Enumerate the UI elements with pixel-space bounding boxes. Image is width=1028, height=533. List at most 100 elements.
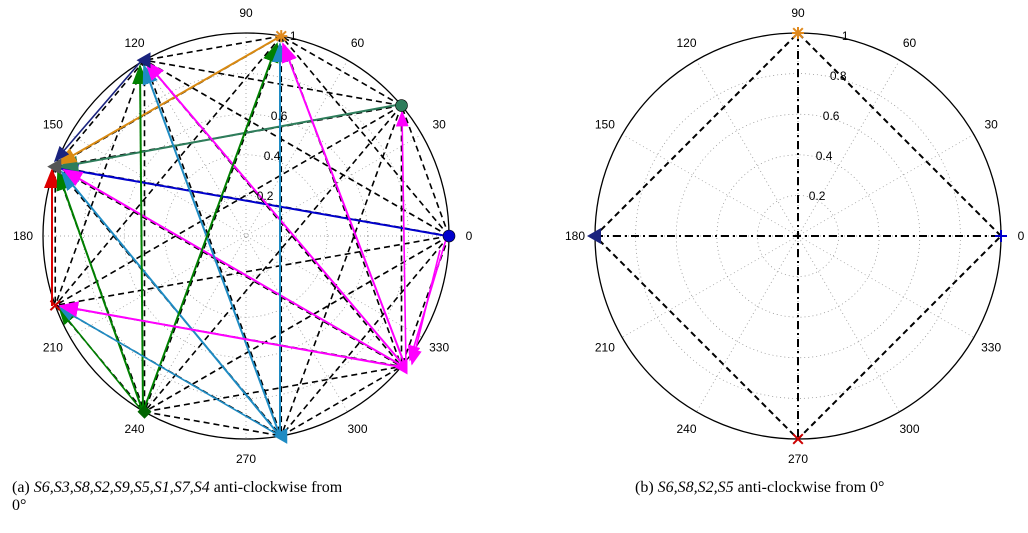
- angle-label: 240: [676, 422, 696, 436]
- dashed-edge: [54, 165, 402, 368]
- angle-label: 270: [788, 452, 808, 466]
- grid-ring: [757, 195, 839, 277]
- point-marker-s5: [47, 158, 62, 175]
- point-markers-a: [47, 30, 456, 444]
- angle-label: 90: [239, 6, 253, 20]
- dashed-edge: [54, 35, 282, 306]
- point-marker-s4: [136, 52, 151, 69]
- dashed-edge: [144, 411, 282, 437]
- point-marker-b-1: [792, 27, 804, 39]
- arrow-s7-s3: [142, 42, 279, 413]
- arrow-s3-s5: [56, 35, 282, 165]
- arrow-s7-s4: [132, 64, 149, 413]
- arrow-s8-s6: [58, 307, 281, 437]
- arrow-s1-s9b: [409, 249, 441, 366]
- grid-ring: [164, 154, 328, 318]
- angle-label: 330: [981, 341, 1001, 355]
- angle-label: 270: [236, 452, 256, 466]
- angle-label: 90: [791, 6, 805, 20]
- angle-label: 60: [351, 36, 365, 50]
- grid-ring: [716, 154, 880, 318]
- dashed-edge: [280, 235, 450, 437]
- dashed-edge: [280, 365, 402, 437]
- angle-label: 150: [43, 118, 63, 132]
- radius-label: 0.4: [264, 149, 281, 163]
- dashed-edge: [143, 104, 403, 413]
- point-markers-b: [587, 27, 1007, 445]
- radius-label: 0.8: [830, 69, 847, 83]
- radius-label: 1: [842, 29, 849, 43]
- dashed-edge: [144, 35, 282, 61]
- radius-label: 0.2: [257, 189, 274, 203]
- caption-b-list: S6,S8,S2,S5: [657, 479, 734, 496]
- radius-label: 0.4: [816, 149, 833, 163]
- caption-b-prefix: (b): [635, 479, 654, 496]
- angle-label: 0: [466, 229, 473, 243]
- angle-label: 120: [676, 36, 696, 50]
- angle-label: 120: [124, 36, 144, 50]
- caption-a-prefix: (a): [12, 479, 30, 496]
- point-marker-b-2: [587, 228, 601, 244]
- arrow-s8-s5: [60, 170, 281, 437]
- radius-label: 1: [290, 29, 297, 43]
- point-marker-s8: [273, 427, 288, 444]
- grid-ring: [205, 195, 287, 277]
- arrow-connections-a: [44, 35, 448, 437]
- angle-label: 180: [565, 229, 585, 243]
- arrow-s9-s6: [58, 301, 407, 369]
- dashed-edge: [143, 35, 283, 413]
- arrow-s9-s4: [144, 60, 407, 369]
- radius-label: 0.6: [823, 109, 840, 123]
- angle-label: 30: [984, 118, 998, 132]
- angle-label: 210: [595, 341, 615, 355]
- dashed-edge: [144, 235, 450, 413]
- angle-label: 210: [43, 341, 63, 355]
- angle-label: 30: [432, 118, 446, 132]
- arrow-s7-s6: [58, 308, 144, 413]
- dashed-edge: [280, 105, 403, 437]
- arrow-s4-s5: [53, 59, 143, 163]
- polar-plot-b: 0 30 60 90 120 150 180 210 240 270 300 330 0.2 0.4 0.6…: [565, 6, 1025, 466]
- point-marker-b-3: [792, 433, 804, 445]
- dashed-square-b: [593, 31, 1003, 441]
- dashed-edge: [400, 105, 450, 237]
- arrow-s2-s5: [58, 103, 403, 172]
- dashed-edge: [280, 35, 402, 107]
- dashed-edge: [280, 35, 403, 367]
- angle-label: 150: [595, 118, 615, 132]
- point-marker-s6: [49, 299, 61, 311]
- dashed-edge: [144, 59, 402, 107]
- angle-labels-b: 0 30 60 90 120 150 180 210 240 270 300 330 0.2 0.4 0.6…: [565, 6, 1025, 466]
- dashed-edge: [54, 59, 146, 306]
- arrow-s7-s5: [56, 170, 144, 413]
- point-marker-s3: [275, 30, 288, 43]
- dashed-edge: [143, 59, 283, 437]
- dashed-edge: [54, 104, 402, 307]
- arrow-s9-s3: [281, 42, 407, 369]
- radius-label: 0.6: [271, 109, 288, 123]
- dashed-edge: [55, 235, 450, 307]
- angle-label: 330: [429, 341, 449, 355]
- point-marker-s1: [442, 229, 456, 243]
- angle-labels-a: 0 30 60 90 120 150 180 210 240 270 300 330 0.2 0.4 0.6…: [13, 6, 473, 466]
- arrow-s9-s2: [395, 110, 409, 369]
- caption-a-suffix: anti-clockwise from: [213, 479, 343, 496]
- polar-grid-a: [43, 33, 449, 439]
- dashed-edge: [54, 59, 146, 168]
- angle-label: 300: [899, 422, 919, 436]
- point-marker-s2: [395, 99, 408, 112]
- caption-a-tail: 0°: [12, 497, 27, 514]
- polar-plot-a: 0 30 60 90 120 150 180 210 240 270 300 330 0.2 0.4 0.6…: [13, 6, 473, 466]
- point-marker-s9: [393, 358, 408, 375]
- dashed-edge: [144, 365, 402, 413]
- point-marker-s7: [137, 404, 152, 419]
- radius-label: 0.2: [809, 189, 826, 203]
- angle-label: 180: [13, 229, 33, 243]
- caption-a: (a) S6,S3,S8,S2,S9,S5,S1,S7,S4 anti-cloc…: [12, 479, 512, 515]
- angle-label: 240: [124, 422, 144, 436]
- angle-label: 0: [1018, 229, 1025, 243]
- dashed-edge: [143, 59, 403, 368]
- dashed-edge: [144, 59, 450, 237]
- dashed-edge: [280, 35, 450, 237]
